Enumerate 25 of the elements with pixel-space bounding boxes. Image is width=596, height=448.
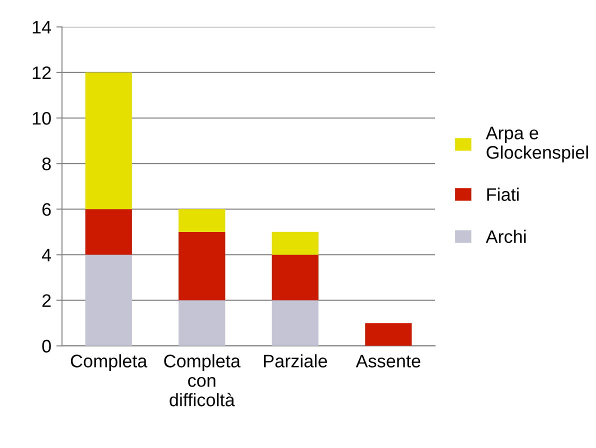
bar <box>85 254 132 346</box>
legend-label: Archi <box>486 230 526 244</box>
y-tick-label: 6 <box>42 203 51 216</box>
bar <box>178 209 226 232</box>
x-tick-label: Assente <box>356 354 420 368</box>
bar <box>272 300 318 346</box>
y-tick-label: 12 <box>32 66 51 79</box>
x-tick-label: Parziale <box>264 354 327 368</box>
bar <box>365 323 412 346</box>
x-tick-label: Completa con difficoltà <box>164 354 241 406</box>
y-tick-label: 2 <box>42 294 51 307</box>
bar <box>178 300 226 346</box>
y-tick-label: 4 <box>42 248 52 262</box>
bar <box>85 72 132 210</box>
y-tick-label: 14 <box>32 21 52 34</box>
y-tick-label: 0 <box>42 340 51 353</box>
x-tick-label: Completa <box>70 354 148 372</box>
bar <box>178 232 226 300</box>
legend-label: Arpa e Glockenspiel <box>486 126 588 162</box>
bar <box>272 254 318 300</box>
bar <box>272 232 318 255</box>
y-tick-label: 8 <box>42 158 51 170</box>
legend-label: Fiati <box>487 188 519 201</box>
y-tick-label: 10 <box>32 112 51 125</box>
bar <box>85 209 132 255</box>
